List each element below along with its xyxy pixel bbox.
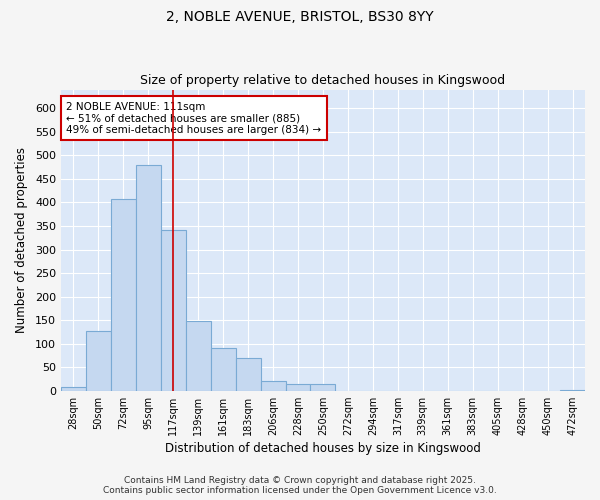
Bar: [211, 348, 236, 391]
Title: Size of property relative to detached houses in Kingswood: Size of property relative to detached ho…: [140, 74, 506, 87]
Bar: [186, 321, 211, 390]
Bar: [61, 387, 86, 390]
Bar: [161, 230, 186, 390]
Bar: [310, 384, 335, 390]
X-axis label: Distribution of detached houses by size in Kingswood: Distribution of detached houses by size …: [165, 442, 481, 455]
Text: 2, NOBLE AVENUE, BRISTOL, BS30 8YY: 2, NOBLE AVENUE, BRISTOL, BS30 8YY: [166, 10, 434, 24]
Bar: [286, 384, 310, 390]
Y-axis label: Number of detached properties: Number of detached properties: [15, 147, 28, 333]
Bar: [86, 331, 111, 390]
Bar: [136, 165, 161, 390]
Bar: [111, 198, 136, 390]
Text: Contains HM Land Registry data © Crown copyright and database right 2025.
Contai: Contains HM Land Registry data © Crown c…: [103, 476, 497, 495]
Text: 2 NOBLE AVENUE: 111sqm
← 51% of detached houses are smaller (885)
49% of semi-de: 2 NOBLE AVENUE: 111sqm ← 51% of detached…: [66, 102, 321, 135]
Bar: [260, 382, 286, 390]
Bar: [236, 358, 260, 390]
